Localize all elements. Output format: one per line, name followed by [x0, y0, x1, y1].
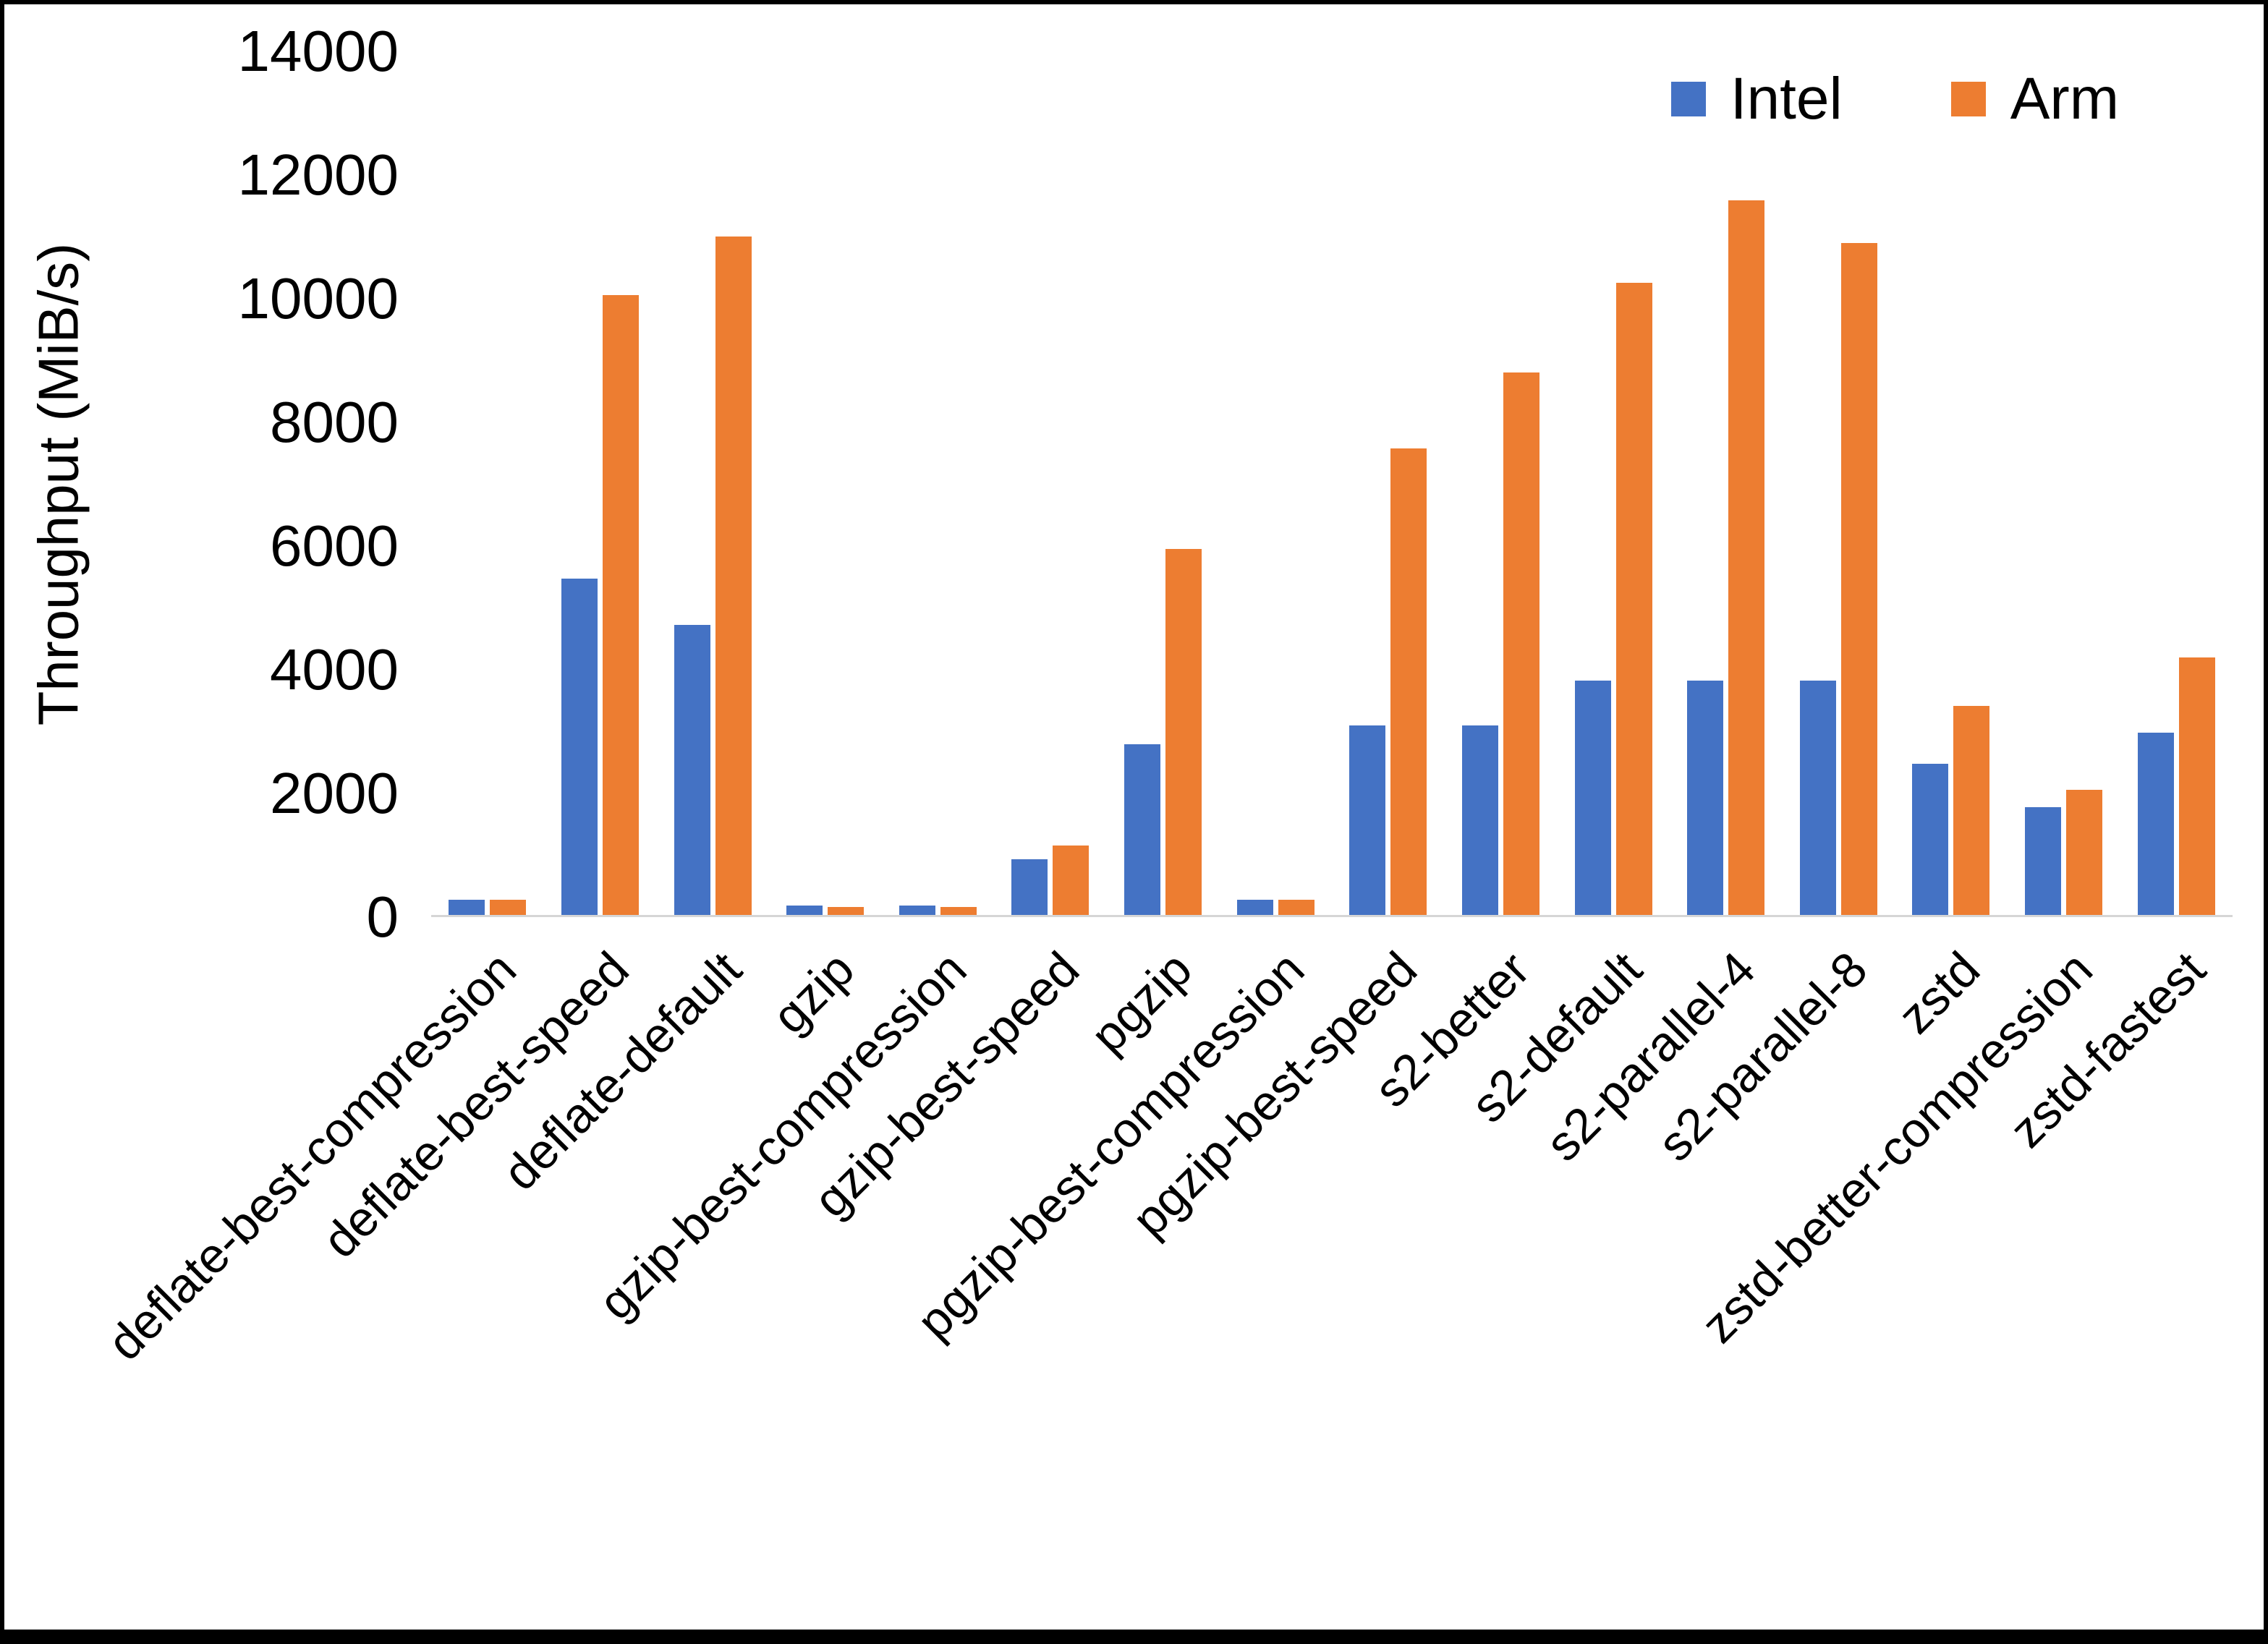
bar-group-deflate-best-speed [561, 51, 639, 915]
bar-arm-deflate-best-speed [602, 294, 639, 915]
bar-intel-zstd-fastest [2137, 733, 2174, 915]
bar-group-gzip-best-compression [899, 51, 977, 915]
y-tick-label: 8000 [270, 390, 399, 454]
bar-group-s2-default [1574, 51, 1652, 915]
bar-arm-zstd-fastest [2178, 657, 2215, 915]
bar-group-gzip-best-speed [1011, 51, 1090, 915]
bar-arm-deflate-default [715, 236, 752, 915]
y-tick-label: 14000 [237, 19, 399, 83]
legend-swatch-intel [1670, 82, 1706, 116]
bar-group-pgzip-best-speed [1349, 51, 1427, 915]
bar-intel-gzip-best-compression [899, 906, 935, 915]
plot-area [431, 51, 2233, 917]
bar-group-pgzip-best-compression [1236, 51, 1314, 915]
bar-arm-s2-default [1615, 282, 1652, 915]
bar-intel-pgzip-best-speed [1349, 725, 1386, 915]
bar-arm-gzip-best-compression [940, 906, 977, 915]
bar-arm-gzip-best-speed [1053, 846, 1090, 915]
y-tick-label: 6000 [270, 514, 399, 578]
y-axis-ticks: 0 2000 4000 6000 8000 10000 12000 14000 [4, 22, 399, 946]
y-tick-label: 2000 [270, 761, 399, 825]
bar-group-s2-parallel-4 [1687, 51, 1765, 915]
bar-group-s2-parallel-8 [1799, 51, 1877, 915]
y-tick-label: 12000 [237, 142, 399, 207]
legend-label-arm: Arm [2010, 66, 2119, 132]
bar-intel-s2-default [1574, 680, 1611, 915]
bar-intel-deflate-best-speed [561, 579, 598, 915]
bar-group-pgzip [1124, 51, 1202, 915]
legend-item-arm: Arm [1950, 66, 2119, 132]
y-tick-label: 10000 [237, 266, 399, 331]
bar-group-zstd-fastest [2137, 51, 2215, 915]
bar-arm-s2-parallel-4 [1728, 200, 1765, 915]
bar-intel-s2-better [1461, 725, 1498, 915]
bar-group-s2-better [1461, 51, 1539, 915]
bar-intel-gzip-best-speed [1011, 859, 1048, 915]
bar-arm-s2-parallel-8 [1840, 243, 1877, 915]
bar-arm-pgzip [1165, 549, 1202, 915]
bar-arm-zstd-better-compression [2066, 789, 2103, 915]
legend: Intel Arm [1670, 66, 2119, 132]
bar-arm-deflate-best-compression [490, 899, 527, 915]
bar-intel-s2-parallel-8 [1799, 680, 1836, 915]
bar-arm-gzip [828, 906, 865, 915]
bar-group-zstd [1912, 51, 1990, 915]
y-tick-label: 4000 [270, 637, 399, 702]
bar-group-zstd-better-compression [2025, 51, 2103, 915]
bar-intel-pgzip [1124, 744, 1161, 915]
bar-intel-s2-parallel-4 [1687, 680, 1724, 915]
bar-intel-pgzip-best-compression [1236, 899, 1273, 915]
bar-intel-gzip [786, 906, 823, 915]
bar-intel-deflate-best-compression [449, 899, 485, 915]
legend-item-intel: Intel [1670, 66, 1843, 132]
bar-group-gzip [786, 51, 865, 915]
bar-intel-zstd-better-compression [2025, 806, 2062, 915]
bar-arm-zstd [1953, 705, 1990, 915]
bar-arm-pgzip-best-compression [1278, 899, 1314, 915]
x-axis-labels: deflate-best-compression deflate-best-spe… [98, 919, 2233, 1606]
bar-arm-pgzip-best-speed [1390, 448, 1427, 915]
bar-group-deflate-best-compression [449, 51, 527, 915]
legend-label-intel: Intel [1730, 66, 1843, 132]
bar-group-deflate-default [674, 51, 752, 915]
bar-intel-zstd [1912, 764, 1949, 915]
bar-intel-deflate-default [674, 625, 710, 915]
legend-swatch-arm [1950, 82, 1986, 116]
bar-arm-s2-better [1503, 372, 1539, 915]
y-tick-label: 0 [366, 885, 399, 949]
